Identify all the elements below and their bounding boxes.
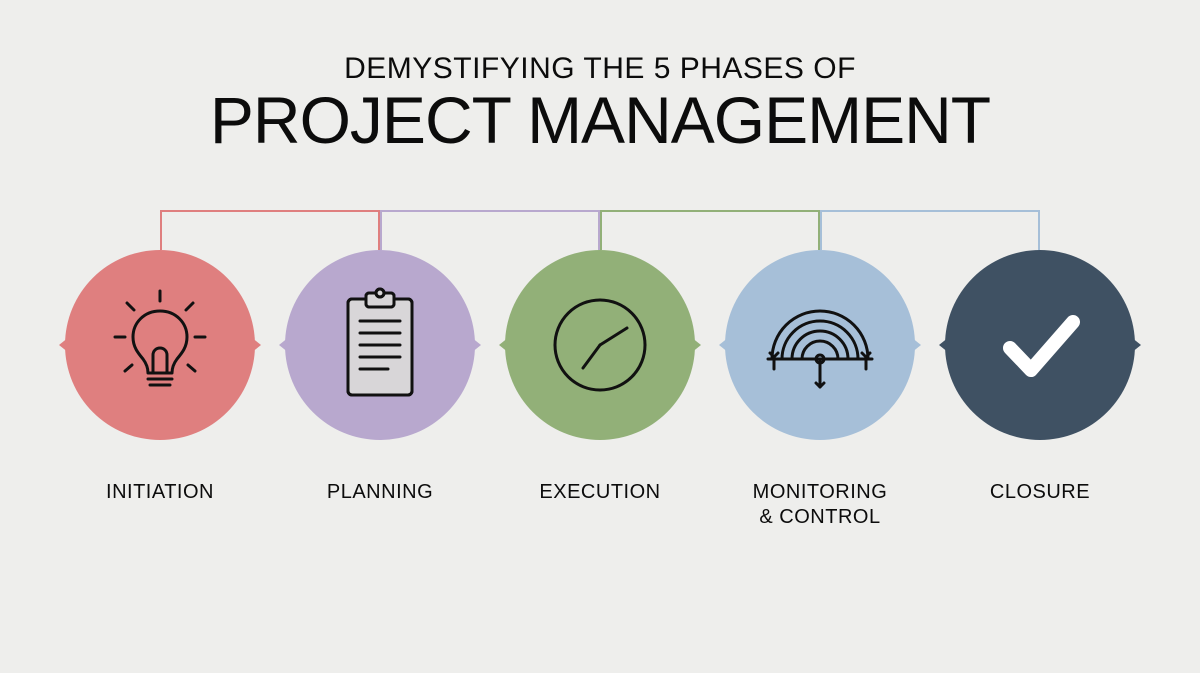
pointer-right: [251, 337, 261, 353]
phases-row: INITIATION: [0, 250, 1200, 530]
phase-label: CLOSURE: [990, 480, 1090, 505]
phase-circle: [65, 250, 255, 440]
phase-circle: [945, 250, 1135, 440]
phase-label: MONITORING & CONTROL: [753, 480, 888, 530]
circle-bg: [285, 250, 475, 440]
pointer-right: [471, 337, 481, 353]
clipboard-icon: [330, 285, 430, 405]
connector: [820, 210, 1040, 250]
pointer-left: [279, 337, 289, 353]
circle-bg: [505, 250, 695, 440]
gauge-icon: [760, 295, 880, 395]
pointer-left: [499, 337, 509, 353]
pointer-left: [59, 337, 69, 353]
phase-label: EXECUTION: [539, 480, 660, 505]
connector: [160, 210, 380, 250]
phase-label: PLANNING: [327, 480, 433, 505]
lightbulb-icon: [105, 285, 215, 405]
phase-execution: EXECUTION: [490, 250, 710, 530]
pointer-right: [911, 337, 921, 353]
phase-monitoring: MONITORING & CONTROL: [710, 250, 930, 530]
pointer-left: [939, 337, 949, 353]
phase-planning: PLANNING: [270, 250, 490, 530]
header: DEMYSTIFYING THE 5 PHASES OF PROJECT MAN…: [0, 52, 1200, 158]
clock-icon: [545, 290, 655, 400]
circle-bg: [65, 250, 255, 440]
main-title: PROJECT MANAGEMENT: [0, 82, 1200, 158]
circle-bg: [725, 250, 915, 440]
pointer-left: [719, 337, 729, 353]
connector: [600, 210, 820, 250]
phase-circle: [505, 250, 695, 440]
connector: [380, 210, 600, 250]
phase-initiation: INITIATION: [50, 250, 270, 530]
phase-circle: [285, 250, 475, 440]
subtitle: DEMYSTIFYING THE 5 PHASES OF: [0, 52, 1200, 86]
phase-closure: CLOSURE: [930, 250, 1150, 530]
check-icon: [985, 290, 1095, 400]
pointer-right: [1131, 337, 1141, 353]
phase-label: INITIATION: [106, 480, 214, 505]
phase-circle: [725, 250, 915, 440]
pointer-right: [691, 337, 701, 353]
circle-bg: [945, 250, 1135, 440]
